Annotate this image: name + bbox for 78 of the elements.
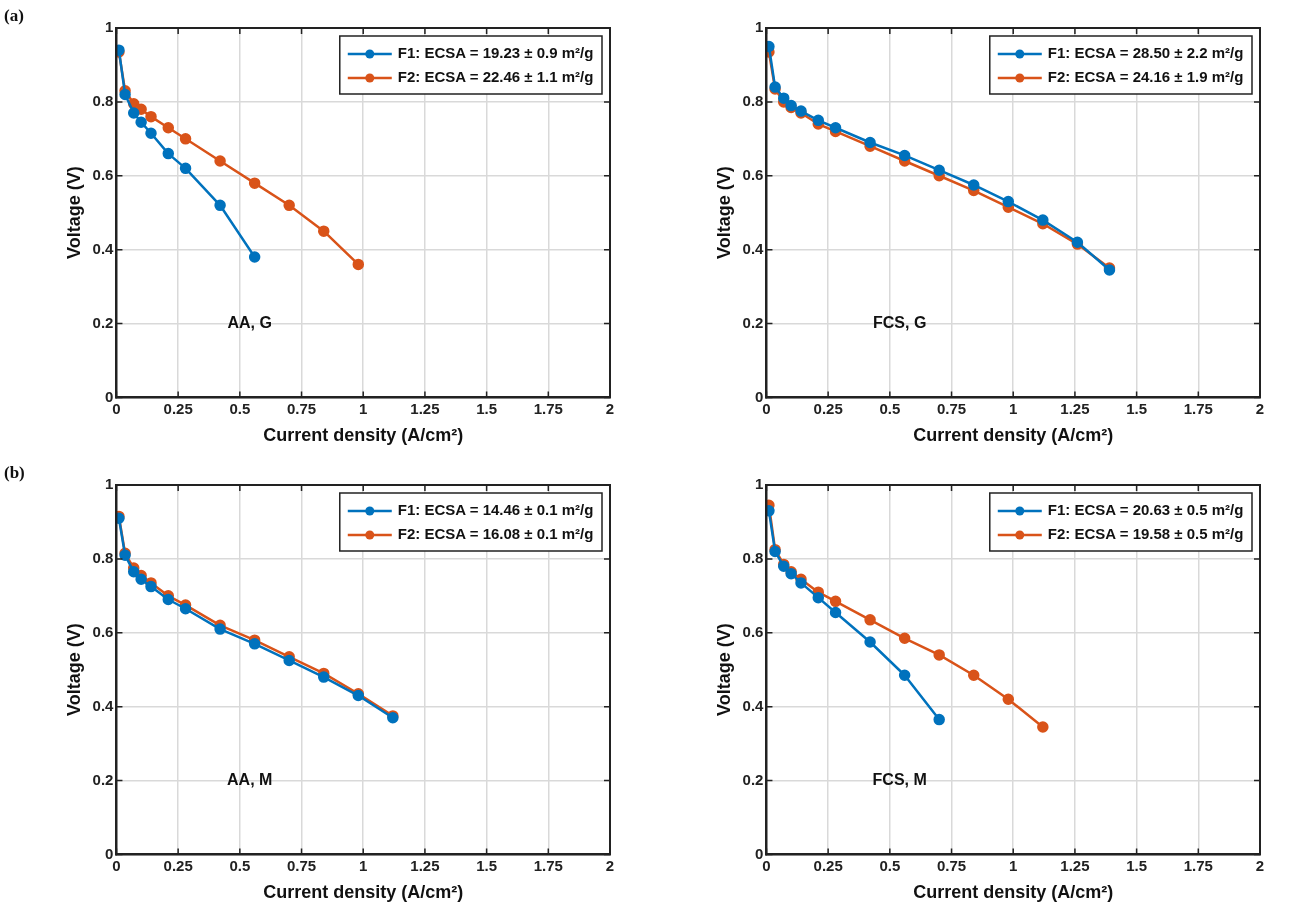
y-tick-label: 1 [105, 18, 114, 36]
x-tick-label: 0.5 [229, 399, 251, 417]
x-tick-label: 0.25 [813, 399, 843, 417]
x-tick-label: 1.25 [1060, 399, 1090, 417]
y-tick-label: 0.2 [92, 313, 114, 331]
x-tick-label: 1 [1009, 856, 1018, 874]
legend-label: F2: ECSA = 24.16 ± 1.9 m²/g [1047, 68, 1244, 86]
y-tick-label: 0.6 [92, 165, 114, 183]
legend-label: F1: ECSA = 28.50 ± 2.2 m²/g [1047, 44, 1244, 62]
x-tick-label: 1.75 [1183, 399, 1213, 417]
legend-label: F2: ECSA = 19.58 ± 0.5 m²/g [1047, 525, 1244, 543]
x-tick-label: 0.5 [229, 856, 251, 874]
x-tick-label: 1.5 [476, 399, 498, 417]
y-tick-label: 0.4 [742, 239, 765, 257]
y-tick-label: 1 [755, 18, 764, 36]
legend-label: F1: ECSA = 20.63 ± 0.5 m²/g [1047, 501, 1244, 519]
x-tick-label: 1.75 [1183, 856, 1213, 874]
x-tick-label: 0.75 [936, 399, 967, 417]
x-tick-label: 0.25 [163, 399, 193, 417]
x-axis-title: Current density (A/cm²) [263, 425, 464, 446]
x-tick-label: 1 [359, 856, 368, 874]
x-axis-title: Current density (A/cm²) [913, 882, 1114, 903]
y-tick-label: 0.6 [742, 165, 764, 183]
x-tick-label: 1.5 [1126, 856, 1148, 874]
legend-label: F2: ECSA = 22.46 ± 1.1 m²/g [397, 68, 594, 86]
x-tick-label: 1.5 [476, 856, 498, 874]
x-tick-label: 1 [1009, 399, 1018, 417]
y-axis-title: Voltage (V) [63, 623, 84, 717]
y-tick-label: 0.8 [742, 92, 764, 110]
x-axis-title: Current density (A/cm²) [263, 882, 464, 903]
y-tick-label: 0.8 [92, 92, 114, 110]
x-tick-label: 0.25 [813, 856, 843, 874]
y-tick-label: 0.4 [742, 696, 765, 714]
legend-label: F1: ECSA = 19.23 ± 0.9 m²/g [397, 44, 594, 62]
y-tick-label: 0.8 [92, 549, 114, 567]
y-axis-title: Voltage (V) [63, 166, 84, 260]
y-axis-title: Voltage (V) [713, 166, 734, 260]
x-tick-label: 0.75 [936, 856, 967, 874]
x-tick-label: 1.25 [1060, 856, 1090, 874]
annotation: FCS, G [873, 313, 927, 331]
legend-label: F1: ECSA = 14.46 ± 0.1 m²/g [397, 501, 594, 519]
y-axis-title: Voltage (V) [713, 623, 734, 717]
y-tick-label: 0 [755, 387, 764, 405]
x-tick-label: 1.5 [1126, 399, 1148, 417]
annotation: AA, M [227, 770, 273, 788]
y-tick-label: 0 [755, 844, 764, 862]
y-tick-label: 0 [105, 387, 114, 405]
y-tick-label: 0.2 [742, 770, 764, 788]
x-tick-label: 2 [605, 399, 615, 417]
y-tick-label: 1 [755, 475, 764, 493]
x-tick-label: 2 [605, 856, 615, 874]
chart-title: (b) [4, 462, 25, 482]
y-tick-label: 0.2 [92, 770, 114, 788]
chart-title: (a) [4, 5, 24, 25]
x-tick-label: 1.25 [410, 399, 440, 417]
x-tick-label: 1 [359, 399, 368, 417]
x-tick-label: 1.25 [410, 856, 440, 874]
y-tick-label: 0.6 [742, 622, 764, 640]
y-tick-label: 0.8 [742, 549, 764, 567]
y-tick-label: 0.4 [92, 696, 115, 714]
x-tick-label: 2 [1255, 399, 1265, 417]
x-tick-label: 1.75 [533, 856, 563, 874]
x-tick-label: 0.75 [286, 399, 317, 417]
annotation: FCS, M [872, 770, 927, 788]
y-tick-label: 0.2 [742, 313, 764, 331]
y-tick-label: 1 [105, 475, 114, 493]
y-tick-label: 0 [105, 844, 114, 862]
x-tick-label: 1.75 [533, 399, 563, 417]
x-tick-label: 0.25 [163, 856, 193, 874]
x-tick-label: 0.5 [879, 399, 901, 417]
y-tick-label: 0.4 [92, 239, 115, 257]
x-tick-label: 0.5 [879, 856, 901, 874]
y-tick-label: 0.6 [92, 622, 114, 640]
annotation: AA, G [227, 313, 272, 331]
x-tick-label: 2 [1255, 856, 1265, 874]
legend-label: F2: ECSA = 16.08 ± 0.1 m²/g [397, 525, 594, 543]
x-axis-title: Current density (A/cm²) [913, 425, 1114, 446]
x-tick-label: 0.75 [286, 856, 317, 874]
